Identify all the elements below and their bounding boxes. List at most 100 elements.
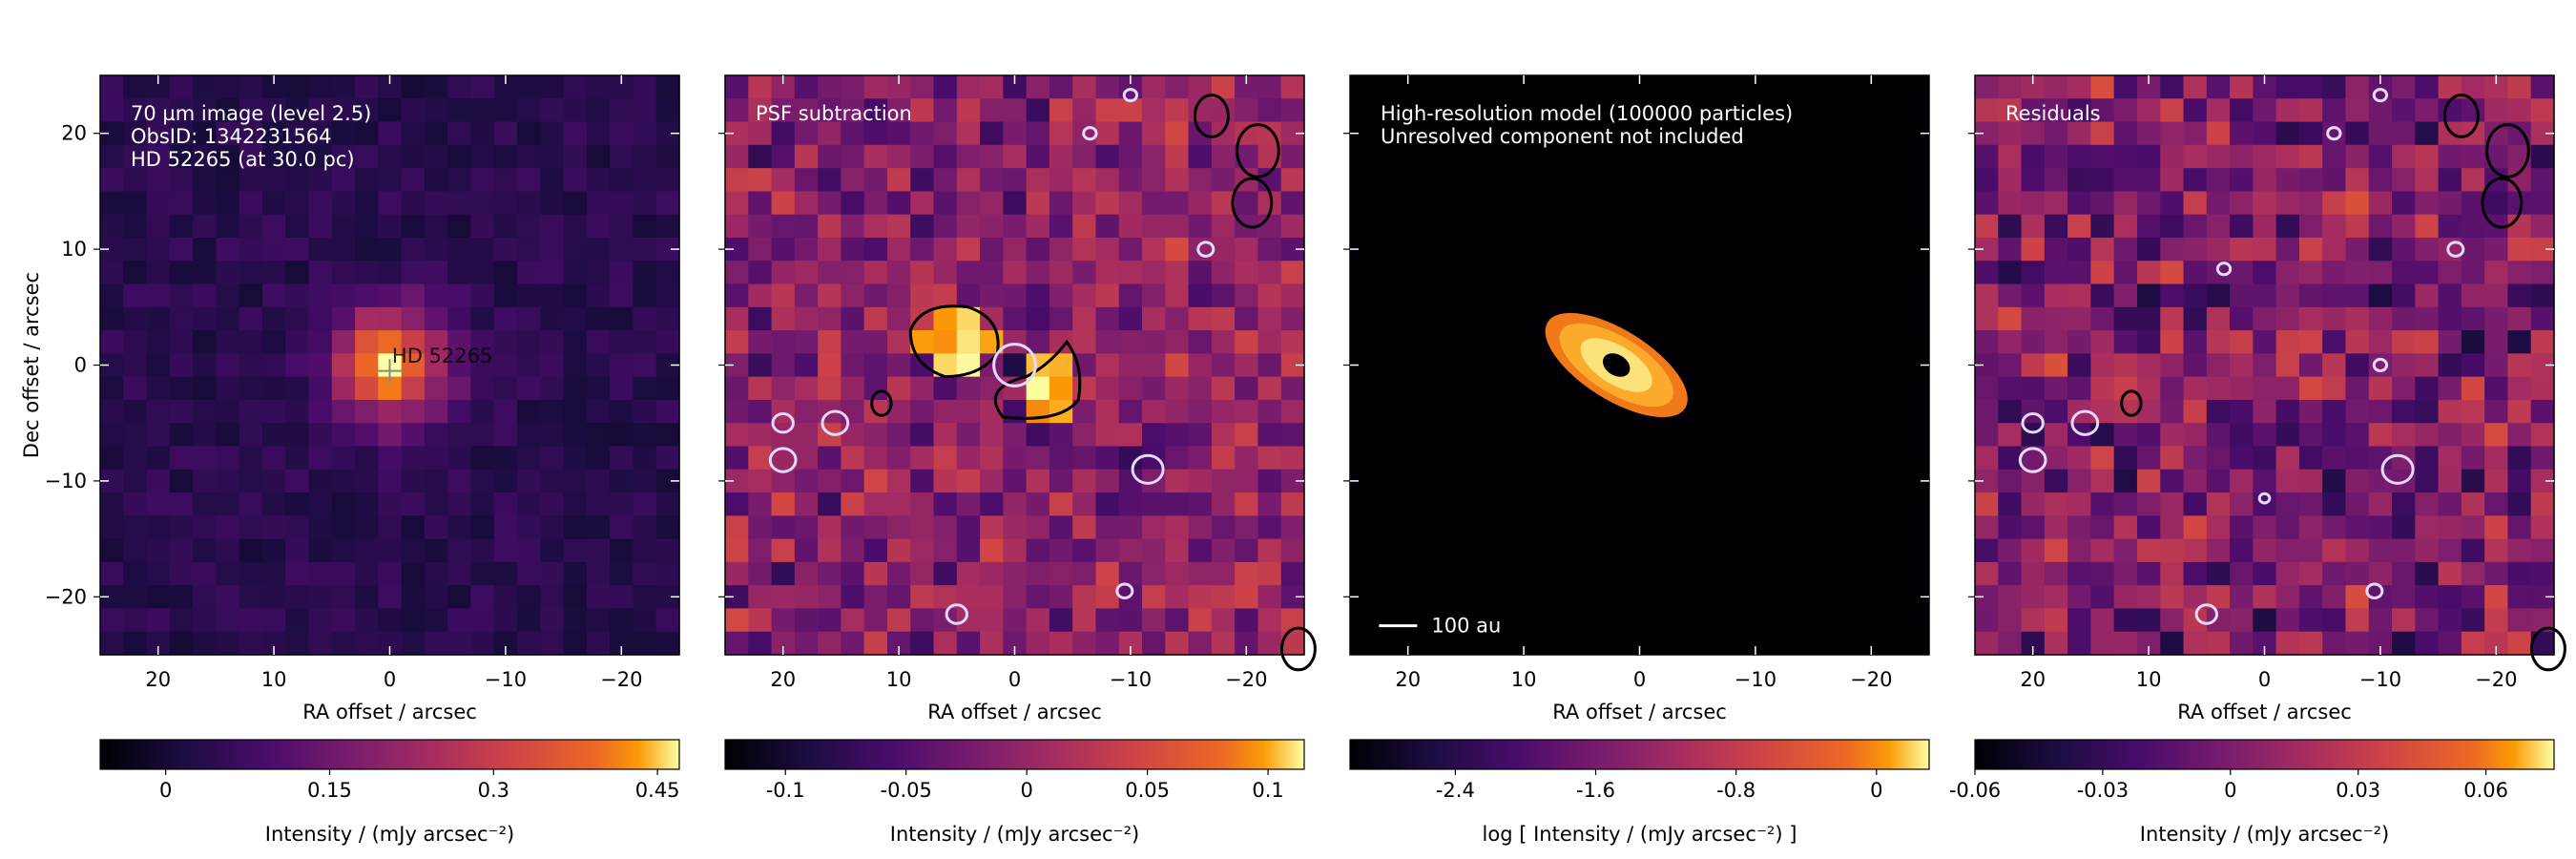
heatmap-cell <box>2067 353 2091 378</box>
heatmap-cell <box>2136 261 2161 285</box>
heatmap-cell <box>1165 283 1190 308</box>
heatmap-cell <box>123 283 148 308</box>
heatmap-cell <box>633 353 657 378</box>
heatmap-cell <box>401 376 426 401</box>
heatmap-cell <box>401 538 426 563</box>
heatmap-cell <box>1049 608 1073 633</box>
heatmap-cell <box>1049 306 1073 331</box>
heatmap-cell <box>586 423 611 448</box>
heatmap-cell <box>563 608 588 633</box>
heatmap-cell <box>308 144 333 169</box>
heatmap-cell <box>100 492 124 516</box>
heatmap-cell <box>1211 376 1236 401</box>
heatmap-cell <box>540 261 565 285</box>
heatmap-cell <box>285 306 310 331</box>
heatmap-cell <box>1280 330 1305 354</box>
heatmap-cell <box>2113 144 2138 169</box>
heatmap-cell <box>2253 98 2277 123</box>
heatmap-cell <box>447 492 472 516</box>
heatmap-cell <box>2183 121 2208 146</box>
heatmap-cell <box>285 121 310 146</box>
heatmap-cell <box>216 353 240 378</box>
heatmap-cell <box>1003 306 1028 331</box>
heatmap-cell <box>2275 330 2300 354</box>
heatmap-cell <box>308 446 333 471</box>
heatmap-cell <box>563 121 588 146</box>
heatmap-cell <box>193 608 217 633</box>
heatmap-cell <box>841 608 865 633</box>
heatmap-cell <box>2484 446 2509 471</box>
heatmap-cell <box>1280 98 1305 123</box>
heatmap-cell <box>2322 469 2347 493</box>
heatmap-cell <box>470 98 495 123</box>
heatmap-cell <box>2113 306 2138 331</box>
heatmap-cell <box>2275 121 2300 146</box>
heatmap-cell <box>378 144 403 169</box>
heatmap-cell <box>2090 538 2115 563</box>
heatmap-cell <box>1998 98 2023 123</box>
heatmap-cell <box>261 283 286 308</box>
heatmap-cell <box>2044 399 2068 424</box>
heatmap-cell <box>1235 353 1259 378</box>
heatmap-cell <box>1003 98 1028 123</box>
heatmap-cell <box>2461 376 2485 401</box>
heatmap-cell <box>2461 515 2485 540</box>
heatmap-cell <box>1003 237 1028 262</box>
heatmap-cell <box>748 237 773 262</box>
heatmap-cell <box>2183 423 2208 448</box>
heatmap-cell <box>633 261 657 285</box>
heatmap-cell <box>1118 214 1143 239</box>
heatmap-cell <box>633 98 657 123</box>
heatmap-cell <box>771 121 796 146</box>
heatmap-cell <box>933 446 958 471</box>
heatmap-cell <box>910 446 935 471</box>
heatmap-cell <box>633 585 657 610</box>
heatmap-cell <box>2160 446 2185 471</box>
heatmap-cell <box>239 353 263 378</box>
heatmap-cell <box>2415 446 2440 471</box>
heatmap-cell <box>2368 144 2393 169</box>
heatmap-cell <box>424 191 448 216</box>
heatmap-cell <box>886 121 911 146</box>
heatmap-cell <box>540 306 565 331</box>
heatmap-cell <box>563 144 588 169</box>
heatmap-cell <box>2368 237 2393 262</box>
heatmap-cell <box>493 538 518 563</box>
heatmap-cell <box>239 561 263 586</box>
heatmap-cell <box>980 631 1004 656</box>
contour-positive <box>870 389 893 417</box>
heatmap-cell <box>1257 306 1282 331</box>
heatmap-cell <box>2461 144 2485 169</box>
heatmap-cell <box>1049 631 1073 656</box>
heatmap-cell <box>563 330 588 354</box>
heatmap-cell <box>2507 631 2532 656</box>
heatmap-cell <box>285 469 310 493</box>
heatmap-cell <box>2484 98 2509 123</box>
y-tick-label: 0 <box>74 354 87 377</box>
heatmap-cell <box>424 98 448 123</box>
heatmap-cell <box>193 121 217 146</box>
heatmap-cell <box>633 214 657 239</box>
heatmap-cell <box>331 631 356 656</box>
heatmap-cell <box>2090 608 2115 633</box>
heatmap-cell <box>517 376 541 401</box>
x-tick-label: −20 <box>2475 668 2517 691</box>
heatmap-cell <box>216 214 240 239</box>
heatmap-cell <box>863 585 888 610</box>
heatmap-cell <box>956 168 981 192</box>
heatmap-cell <box>2438 214 2462 239</box>
heatmap-cell <box>169 585 194 610</box>
heatmap-cell <box>146 283 171 308</box>
heatmap-cell <box>1142 538 1166 563</box>
heatmap-cell <box>563 515 588 540</box>
heatmap-cell <box>447 399 472 424</box>
heatmap-cell <box>2507 75 2532 99</box>
heatmap-cell <box>331 492 356 516</box>
heatmap-cell <box>1280 306 1305 331</box>
heatmap-cell <box>146 261 171 285</box>
heatmap-cell <box>193 492 217 516</box>
heatmap-cell <box>610 330 634 354</box>
heatmap-cell <box>2160 469 2185 493</box>
heatmap-cell <box>1026 423 1050 448</box>
heatmap-cell <box>933 98 958 123</box>
